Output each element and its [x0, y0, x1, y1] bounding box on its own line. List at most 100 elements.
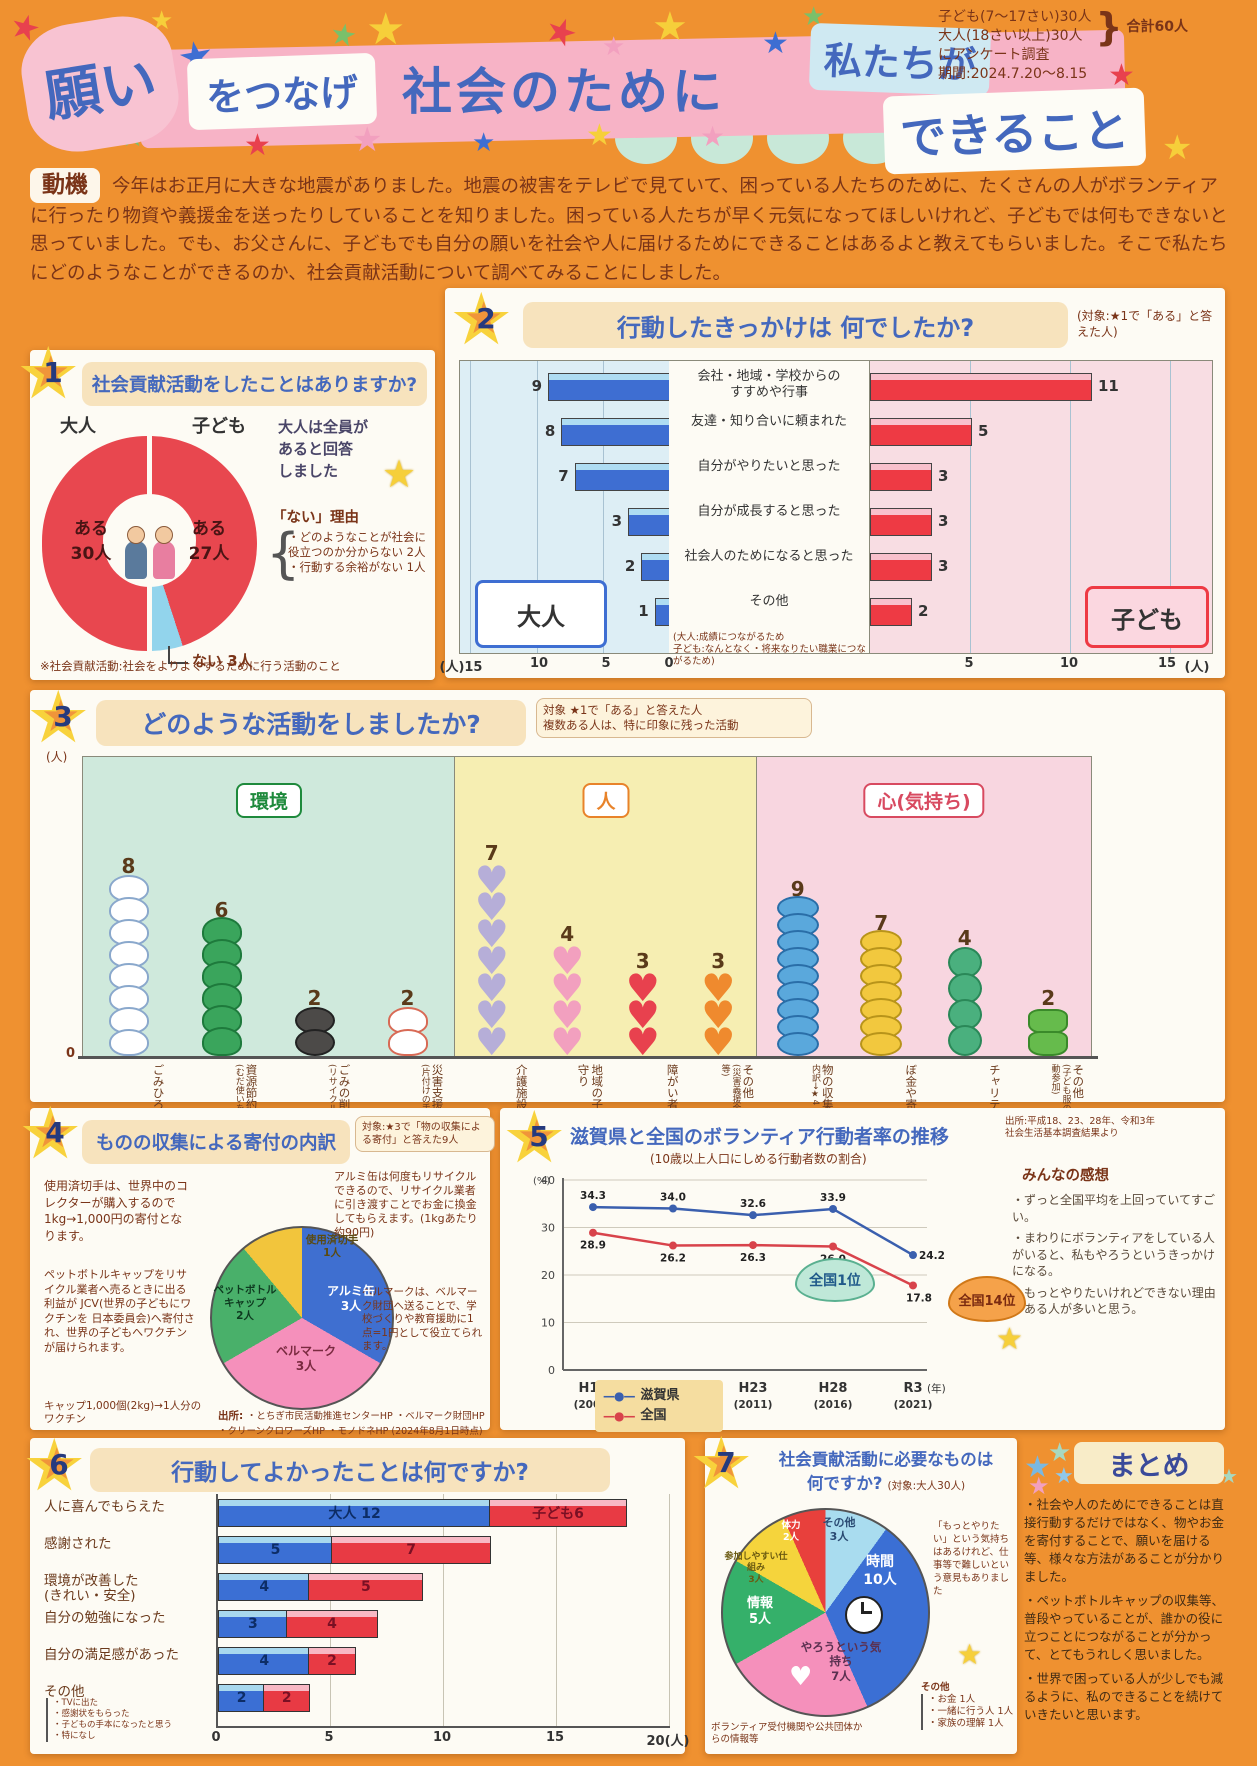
- q6-axis: 0 5 10 15 20(人): [211, 1730, 689, 1749]
- adult-bar-value: 9: [531, 377, 542, 395]
- section3-target-1: 対象 ★1で「ある」と答えた人: [543, 703, 703, 717]
- q1-center-illustration: [103, 494, 196, 587]
- child-bar: [870, 508, 932, 536]
- category-label: 自分の勉強になった: [44, 1610, 166, 1626]
- count-label: 7: [484, 841, 499, 865]
- category-label: 自分がやりたいと思った: [697, 459, 841, 474]
- q4-source-2: ・ベルマーク財団HP: [395, 1411, 485, 1422]
- section2-panel: 2 行動したきっかけは 何でしたか? (対象:★1で「ある」と答えた人) 9 8 7…: [440, 288, 1225, 678]
- chart-part: [909, 1281, 917, 1290]
- star-icon: [700, 120, 725, 153]
- star-face-icon: [382, 452, 416, 496]
- adult-bar-value: 7: [558, 467, 569, 485]
- child-bar: 5: [308, 1573, 424, 1601]
- star-icon: [472, 128, 495, 158]
- section2-title: 行動したきっかけは 何でしたか?: [523, 302, 1068, 348]
- q1-nai-connector: [168, 646, 188, 664]
- category-label: その他: [749, 594, 789, 609]
- section5-source-2: 社会生活基本調査結果より: [1005, 1128, 1119, 1139]
- q5-comment-1: ・ずっと全国平均を上回っていてすごい。: [1012, 1193, 1216, 1224]
- axis-tick: (人)15: [439, 660, 483, 675]
- child-bar: [870, 598, 912, 626]
- gridline: [603, 361, 605, 653]
- chart-part: (%): [533, 1176, 550, 1187]
- category-label: 自分の満足感があった: [44, 1647, 179, 1663]
- zone-label: 環境: [235, 783, 303, 818]
- q3-zero-label: 0: [66, 1046, 76, 1061]
- q1-child-slice-label: ある 27人: [188, 519, 230, 564]
- child-bar: 4: [285, 1610, 379, 1638]
- title-word-dekirukoto: できること: [882, 87, 1147, 175]
- child-bar: [870, 373, 1092, 401]
- heart-icon: ♥: [625, 993, 660, 1037]
- child-bar: [870, 553, 932, 581]
- zone-label: 心(気持ち): [863, 783, 985, 818]
- axis-tick: 10: [1059, 656, 1079, 671]
- q2-child-card: 子ども: [1085, 586, 1209, 648]
- survey-method: にアンケート調査: [938, 47, 1050, 63]
- count-label: 6: [214, 898, 229, 922]
- slice-label: アルミ缶 3人: [327, 1284, 375, 1313]
- activity-label: 災害支援 (片付けの手伝い): [374, 1064, 445, 1196]
- earth-icon: [947, 947, 982, 978]
- heart-icon: ♥: [550, 1020, 585, 1064]
- adult-bar-value: 3: [611, 512, 622, 530]
- slice-label: 情報 5人: [746, 1596, 773, 1628]
- q4-alumi-text: アルミ缶は何度もリサイクルできるので、リサイクル業者に引き渡すことでお金に換金し…: [334, 1170, 478, 1239]
- child-bar: [870, 418, 972, 446]
- star-face-icon: [957, 1638, 982, 1671]
- star-icon: [762, 26, 789, 61]
- chart-part: 20: [541, 1269, 555, 1282]
- q1-footnote: ※社会貢献活動:社会をよりよくするために行う活動のこと: [40, 659, 341, 673]
- child-bar-value: 2: [918, 602, 929, 620]
- section4-panel: 4 ものの収集による寄付の内訳 対象:★3で「物の収集による寄付」と答えた9人 …: [30, 1108, 495, 1437]
- heart-icon: ♥: [474, 939, 509, 983]
- adult-bar: [641, 553, 670, 581]
- coin-blue-icon: [776, 1032, 819, 1056]
- category-label: 友達・知り合いに頼まれた: [690, 414, 847, 429]
- axis-tick: 15: [545, 1730, 565, 1745]
- count-label: 9: [790, 877, 805, 901]
- section3-title: どのような活動をしましたか?: [96, 700, 526, 746]
- adult-bar: 4: [218, 1647, 311, 1675]
- section6-title: 行動してよかったことは何ですか?: [90, 1448, 610, 1492]
- star-icon: [652, 4, 688, 50]
- chart-part: H28: [819, 1381, 848, 1396]
- q7-other-1: ・お金 1人: [928, 1694, 976, 1705]
- legend-marker: —●—: [603, 1409, 636, 1423]
- pictograph-column: 3 ♥ ♥ ♥: [694, 756, 742, 1061]
- q1-no-reason-2: ・行動する余裕がない 1人: [288, 560, 426, 574]
- activity-name: その他: [741, 1064, 756, 1099]
- section7-title-2: 何ですか? (対象:大人30人): [761, 1470, 1011, 1494]
- slice-label: 使用済切手 1人: [305, 1234, 359, 1260]
- adult-bar: 5: [218, 1536, 333, 1564]
- gridline: [443, 1494, 444, 1726]
- q6-category-labels: 人に喜んでもらえた 感謝された 環境が改善した (きれい・安全) 自分の勉強になった自…: [44, 1494, 212, 1724]
- category-label: 社会人のためになると思った: [684, 549, 854, 564]
- chart-part: 30: [541, 1222, 555, 1235]
- axis-tick: 15: [1157, 656, 1177, 671]
- q1-no-reason-1: ・どのようなことが社会に役立つのか分からない 2人: [288, 530, 426, 559]
- count-label: 3: [711, 949, 726, 973]
- section1-panel: 1 社会貢献活動をしたことはありますか? 大人 子ども ある 30人 ある 27…: [30, 350, 435, 680]
- q7-other-title: その他: [921, 1682, 950, 1693]
- axis-tick: 0: [211, 1730, 221, 1745]
- q7-info-note: ボランティア受付機関や公共団体からの情報等: [711, 1722, 863, 1745]
- count-label: 2: [400, 986, 415, 1010]
- heart-icon: ♥: [550, 966, 585, 1010]
- heart-icon: ♥: [474, 993, 509, 1037]
- adult-bar: [548, 373, 670, 401]
- section7-target: (対象:大人30人): [887, 1480, 966, 1492]
- adult-bar: [574, 463, 670, 491]
- section2-number: 2: [476, 302, 496, 335]
- activity-zone: 人: [454, 756, 758, 1058]
- pictograph-column: 4: [941, 756, 989, 1058]
- summary-para-3: ・世界で困っている人が少しでも減るように、私のできることを続けていきたいと思いま…: [1024, 1671, 1224, 1722]
- legend-row: —●— 滋賀県: [603, 1386, 715, 1406]
- count-label: 7: [874, 911, 889, 935]
- clock-icon: [845, 1596, 883, 1634]
- count-label: 2: [307, 986, 322, 1010]
- chart-part: [749, 1211, 757, 1220]
- axis-tick: 20(人): [646, 1734, 690, 1749]
